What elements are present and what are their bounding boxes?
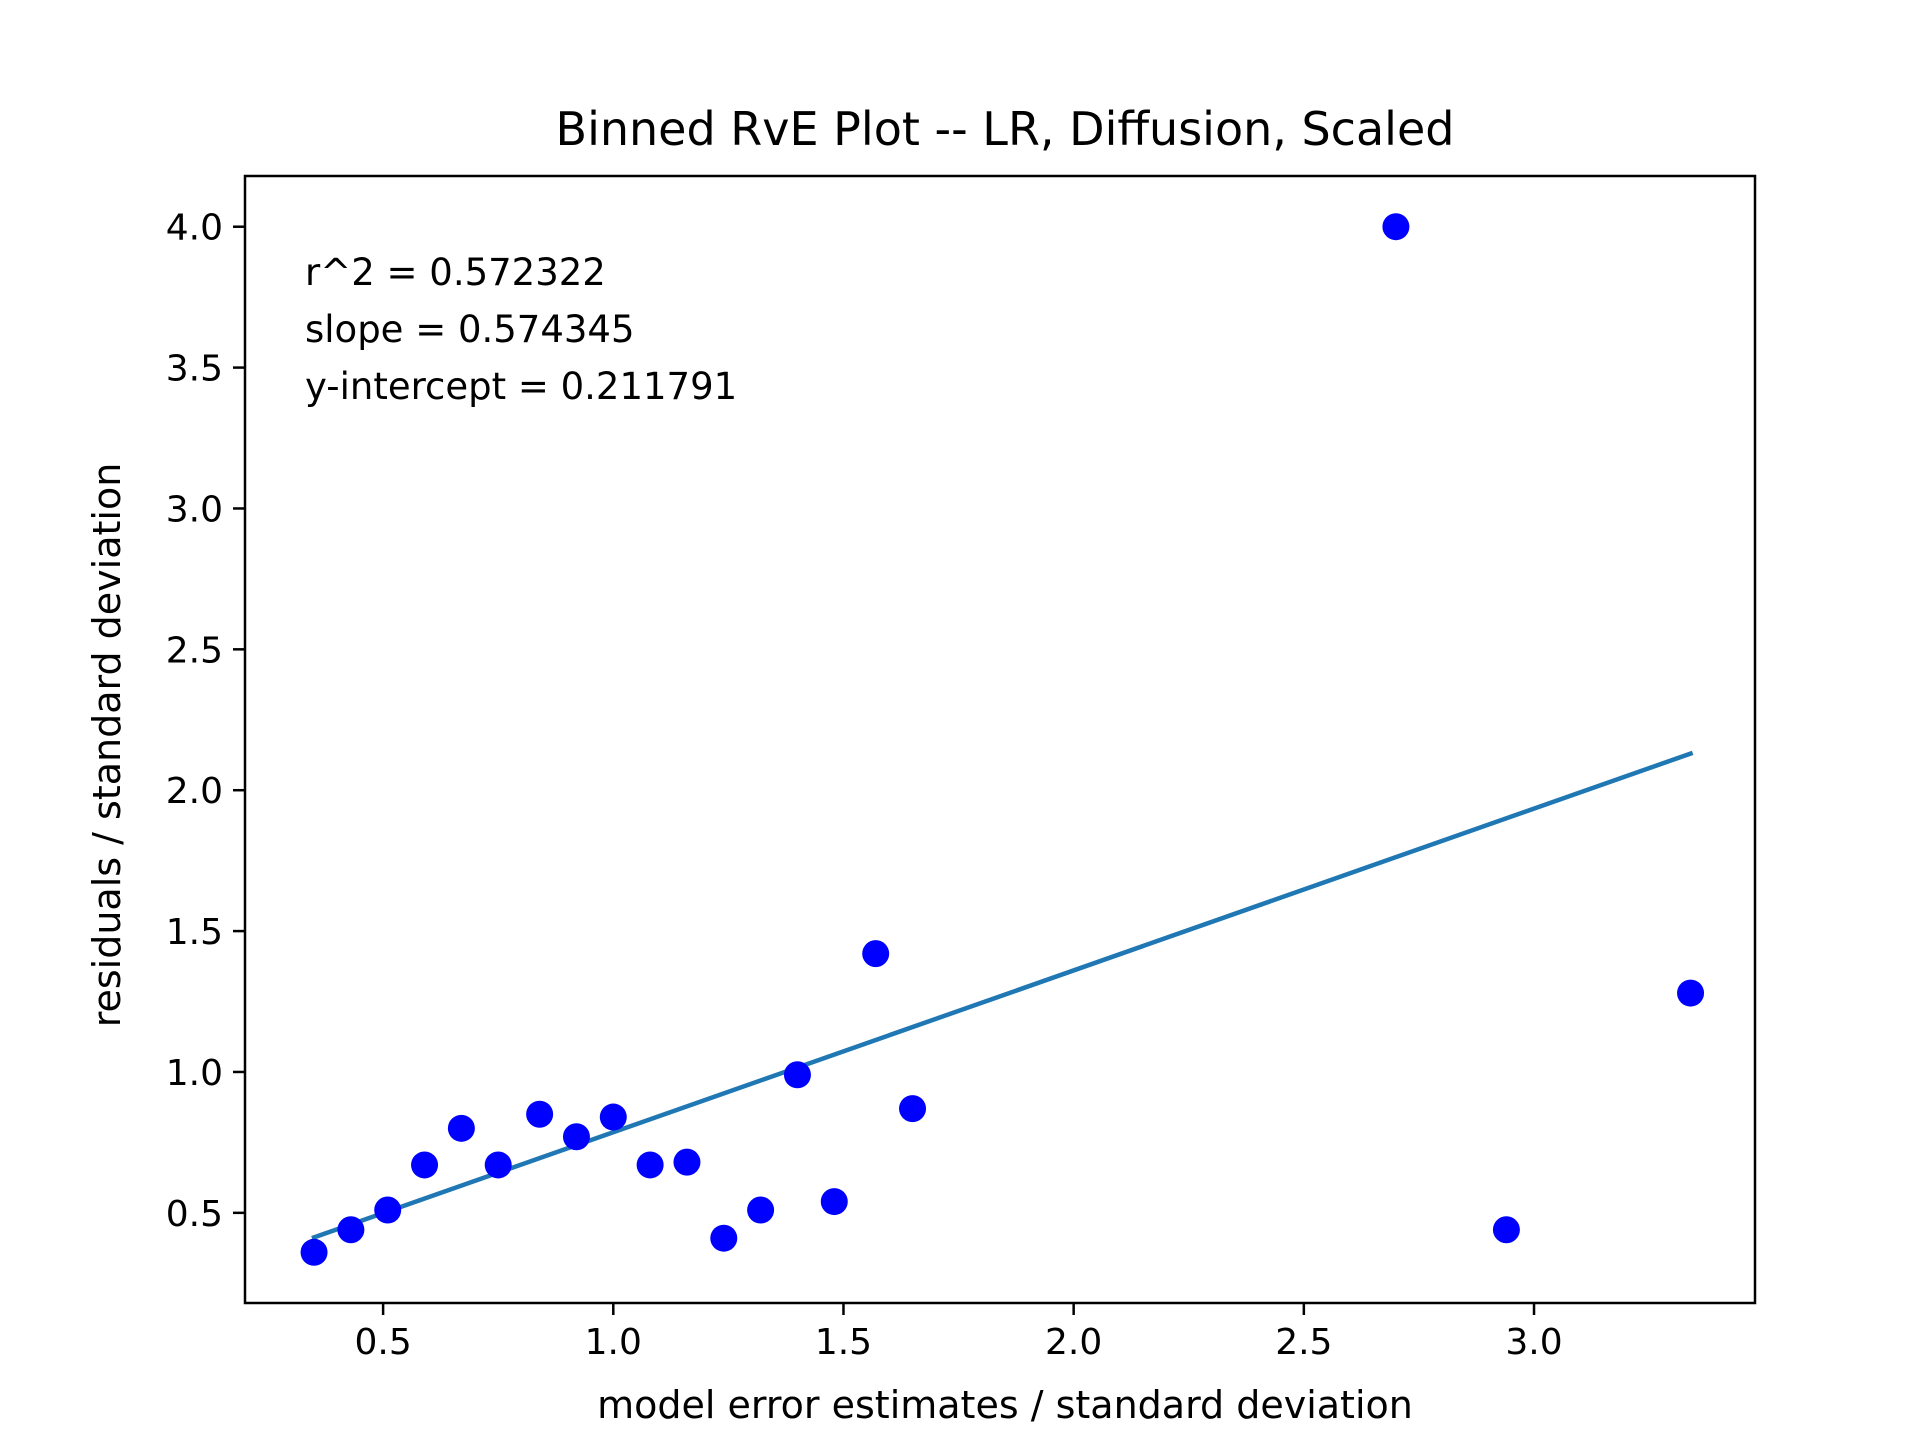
annotation-intercept: y-intercept = 0.211791: [305, 365, 737, 408]
data-point: [484, 1151, 512, 1179]
data-point: [1492, 1216, 1520, 1244]
y-tick-label: 1.5: [166, 912, 223, 953]
fit-line: [311, 750, 1694, 1241]
y-tick-label: 4.0: [166, 208, 223, 249]
y-tick-label: 0.5: [166, 1194, 223, 1235]
data-points: [300, 213, 1705, 1266]
data-point: [1382, 213, 1410, 241]
data-point: [820, 1188, 848, 1216]
x-tick-label: 0.5: [354, 1322, 411, 1363]
y-tick-label: 3.0: [166, 489, 223, 530]
y-tick-label: 2.5: [166, 630, 223, 671]
data-point: [747, 1196, 775, 1224]
data-point: [899, 1095, 927, 1123]
data-point: [300, 1238, 328, 1266]
y-tick-label: 3.5: [166, 349, 223, 390]
data-point: [562, 1123, 590, 1151]
data-point: [374, 1196, 402, 1224]
plot-frame: [243, 174, 1757, 1305]
data-point: [526, 1100, 554, 1128]
chart-title: Binned RvE Plot -- LR, Diffusion, Scaled: [556, 102, 1455, 156]
x-tick-label: 2.0: [1045, 1322, 1102, 1363]
data-point: [1677, 979, 1705, 1007]
data-point: [710, 1224, 738, 1252]
x-tick-label: 2.5: [1275, 1322, 1332, 1363]
x-tick-label: 3.0: [1505, 1322, 1562, 1363]
axis-ticks: 0.5 1.0 1.5 2.0 2.5 3.0 0.5 1.0 1.5 2.0 2.5 3.0 3.5 4…: [166, 208, 1563, 1363]
y-axis-label: residuals / standard deviation: [85, 463, 129, 1028]
data-point: [337, 1216, 365, 1244]
x-tick-label: 1.0: [585, 1322, 642, 1363]
data-point: [862, 940, 890, 968]
data-point: [599, 1103, 627, 1131]
data-point: [636, 1151, 664, 1179]
data-point: [447, 1114, 475, 1142]
y-tick-label: 2.0: [166, 771, 223, 812]
data-point: [411, 1151, 439, 1179]
data-point: [673, 1148, 701, 1176]
fit-line-group: [311, 750, 1694, 1241]
x-axis-label: model error estimates / standard deviati…: [597, 1383, 1413, 1427]
annotation-slope: slope = 0.574345: [305, 308, 635, 351]
data-point: [783, 1061, 811, 1089]
y-tick-label: 1.0: [166, 1053, 223, 1094]
x-tick-label: 1.5: [815, 1322, 872, 1363]
annotation-r2: r^2 = 0.572322: [305, 251, 606, 294]
